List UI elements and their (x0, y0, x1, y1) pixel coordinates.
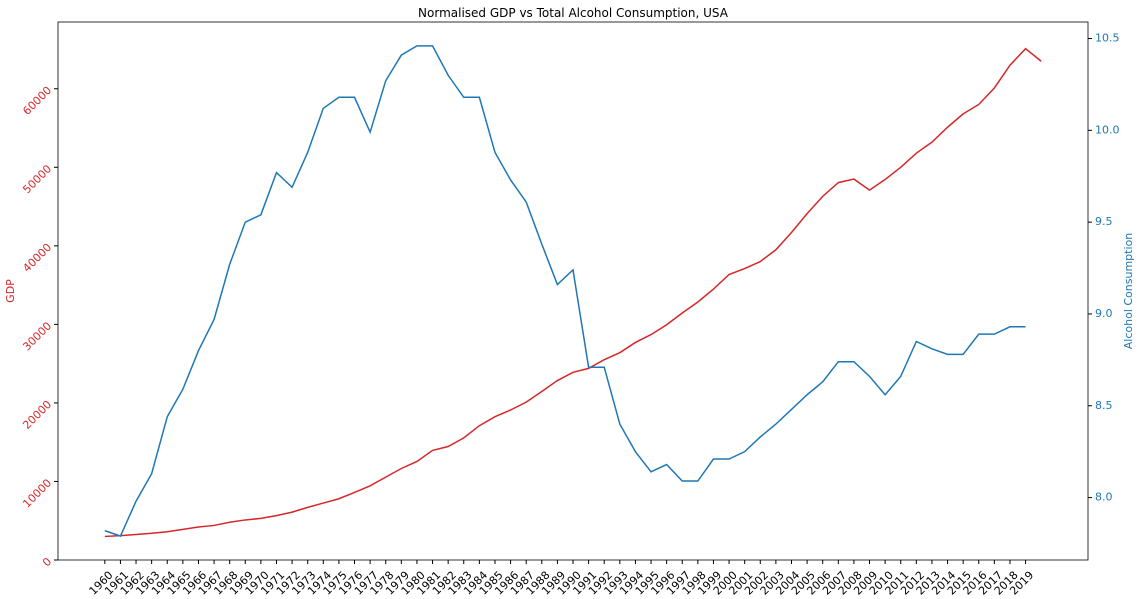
y-tick-label: 60000 (20, 84, 54, 118)
y-tick-label: 30000 (20, 319, 54, 353)
y2-tick-label: 9.5 (1095, 215, 1113, 228)
chart-title: Normalised GDP vs Total Alcohol Consumpt… (418, 6, 729, 20)
y-tick-label: 40000 (20, 241, 54, 275)
y2-tick-label: 10.5 (1095, 32, 1120, 45)
series-line (104, 45, 1026, 538)
y-tick-label: 20000 (20, 398, 54, 432)
y2-tick-label: 10.0 (1095, 123, 1120, 136)
y2-tick-label: 9.0 (1095, 307, 1113, 320)
y-axis-label: GDP (4, 279, 17, 303)
y2-axis-label: Alcohol Consumption (1122, 233, 1135, 349)
y-tick-label: 0 (40, 555, 54, 569)
y2-tick-label: 8.5 (1095, 399, 1113, 412)
series-line (104, 47, 1042, 538)
y-tick-label: 50000 (20, 162, 54, 196)
y2-tick-label: 8.0 (1095, 491, 1113, 504)
plot-frame (57, 21, 1089, 561)
y-tick-label: 10000 (20, 477, 54, 511)
